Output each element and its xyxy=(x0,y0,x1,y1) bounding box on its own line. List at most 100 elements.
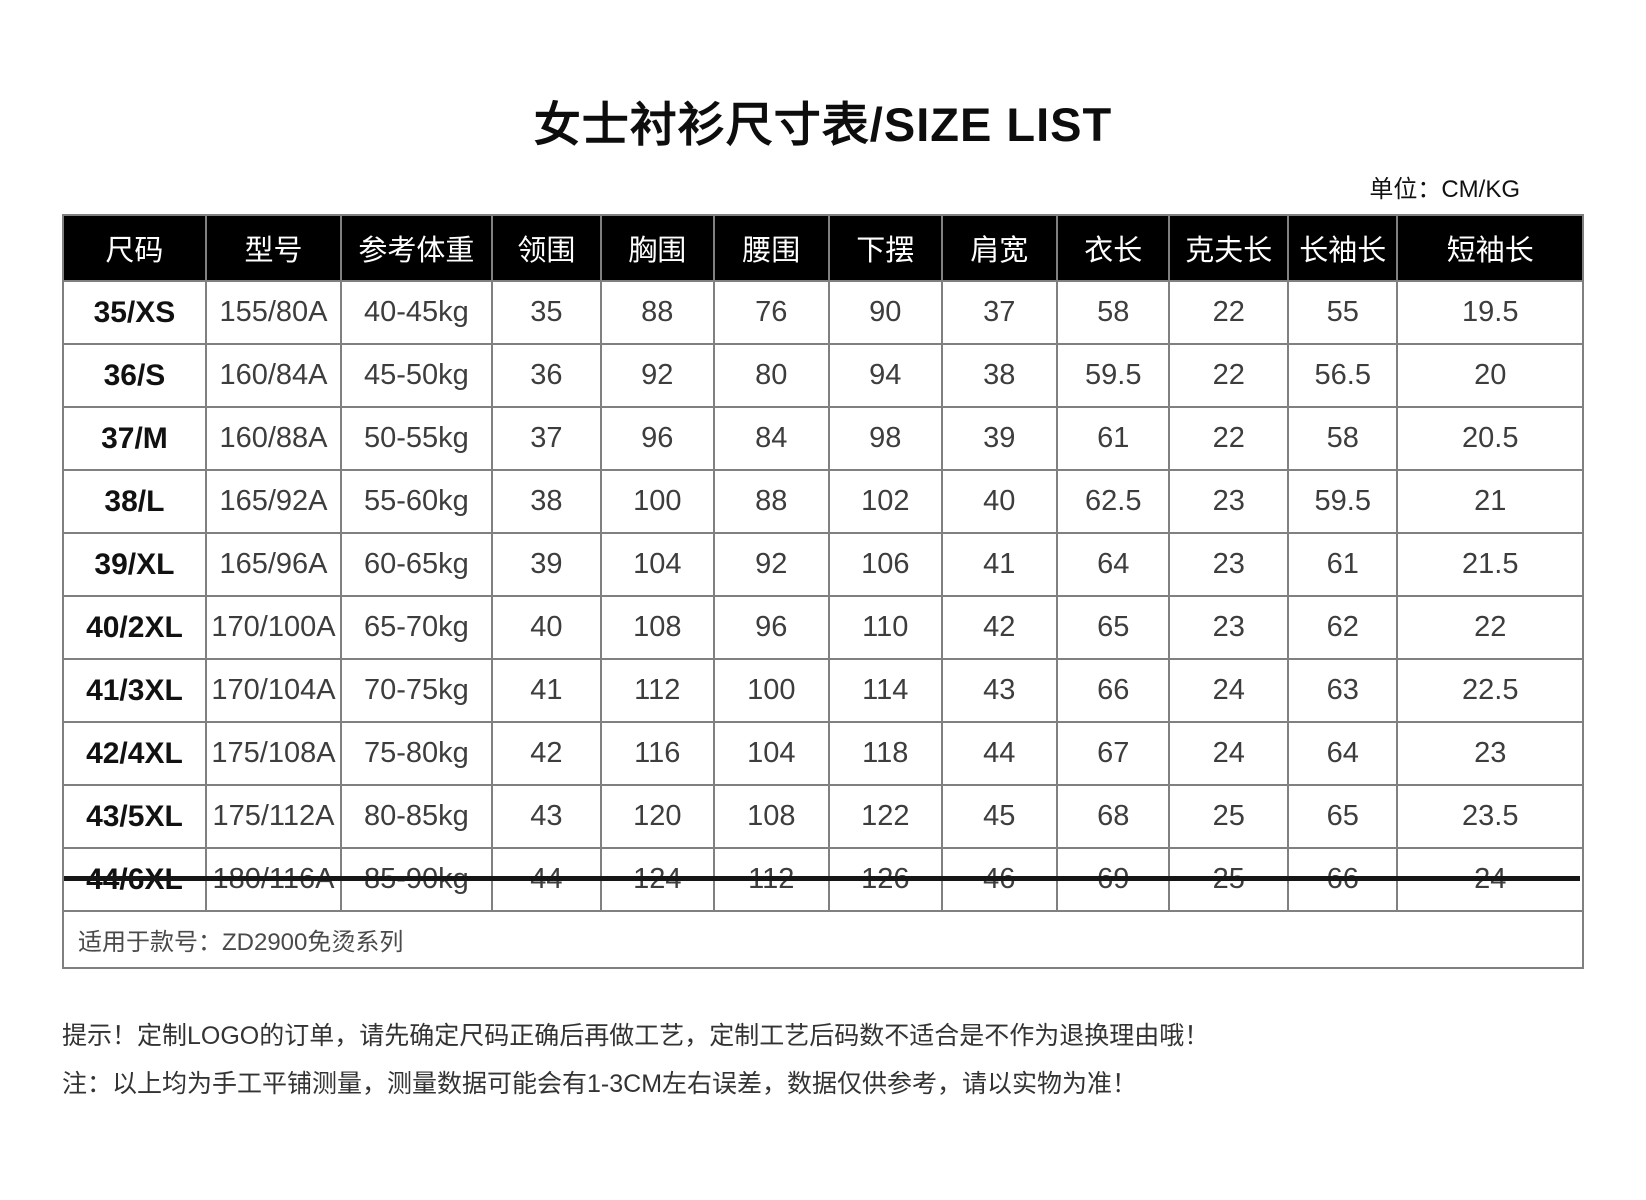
table-header-row: 尺码 型号 参考体重 领围 胸围 腰围 下摆 肩宽 衣长 克夫长 长袖长 短袖长 xyxy=(62,214,1584,282)
value-cell: 120 xyxy=(600,784,715,849)
value-cell: 155/80A xyxy=(204,280,343,345)
value-cell: 23 xyxy=(1168,469,1290,534)
value-cell: 80 xyxy=(712,343,831,408)
value-cell: 22 xyxy=(1168,406,1290,471)
value-cell: 25 xyxy=(1168,784,1290,849)
value-cell: 96 xyxy=(712,595,831,660)
size-cell: 44/6XL xyxy=(62,847,207,912)
value-cell: 65 xyxy=(1056,595,1171,660)
value-cell: 56.5 xyxy=(1287,343,1399,408)
value-cell: 108 xyxy=(712,784,831,849)
value-cell: 41 xyxy=(940,532,1059,597)
value-cell: 22 xyxy=(1168,343,1290,408)
table-row: 41/3XL 170/104A 70-75kg 41 112 100 114 43 66 24 63… xyxy=(62,658,1584,723)
value-cell: 102 xyxy=(828,469,943,534)
value-cell: 92 xyxy=(712,532,831,597)
value-cell: 80-85kg xyxy=(340,784,493,849)
column-header: 克夫长 xyxy=(1168,214,1290,282)
value-cell: 44 xyxy=(490,847,603,912)
value-cell: 126 xyxy=(828,847,943,912)
value-cell: 64 xyxy=(1287,721,1399,786)
value-cell: 170/104A xyxy=(204,658,343,723)
column-header: 领围 xyxy=(490,214,603,282)
value-cell: 36 xyxy=(490,343,603,408)
value-cell: 170/100A xyxy=(204,595,343,660)
value-cell: 23.5 xyxy=(1396,784,1584,849)
table-row: 42/4XL 175/108A 75-80kg 42 116 104 118 44 67 24 64… xyxy=(62,721,1584,786)
table-row: 35/XS 155/80A 40-45kg 35 88 76 90 37 58 22 55 19.5 xyxy=(62,280,1584,345)
value-cell: 41 xyxy=(490,658,603,723)
value-cell: 61 xyxy=(1287,532,1399,597)
value-cell: 20 xyxy=(1396,343,1584,408)
value-cell: 124 xyxy=(600,847,715,912)
value-cell: 108 xyxy=(600,595,715,660)
value-cell: 50-55kg xyxy=(340,406,493,471)
value-cell: 75-80kg xyxy=(340,721,493,786)
value-cell: 104 xyxy=(600,532,715,597)
value-cell: 42 xyxy=(940,595,1059,660)
value-cell: 65-70kg xyxy=(340,595,493,660)
value-cell: 88 xyxy=(712,469,831,534)
column-header: 尺码 xyxy=(62,214,207,282)
value-cell: 76 xyxy=(712,280,831,345)
table-row: 36/S 160/84A 45-50kg 36 92 80 94 38 59.5 22 56.5 20 xyxy=(62,343,1584,408)
value-cell: 42 xyxy=(490,721,603,786)
column-header: 腰围 xyxy=(712,214,831,282)
value-cell: 22 xyxy=(1396,595,1584,660)
value-cell: 69 xyxy=(1056,847,1171,912)
value-cell: 59.5 xyxy=(1287,469,1399,534)
size-cell: 38/L xyxy=(62,469,207,534)
value-cell: 180/116A xyxy=(204,847,343,912)
value-cell: 63 xyxy=(1287,658,1399,723)
value-cell: 23 xyxy=(1168,595,1290,660)
value-cell: 106 xyxy=(828,532,943,597)
value-cell: 45 xyxy=(940,784,1059,849)
value-cell: 66 xyxy=(1287,847,1399,912)
value-cell: 160/88A xyxy=(204,406,343,471)
note-line-1: 提示！定制LOGO的订单，请先确定尺码正确后再做工艺，定制工艺后码数不适合是不作… xyxy=(62,1022,1210,1050)
size-table: 尺码 型号 参考体重 领围 胸围 腰围 下摆 肩宽 衣长 克夫长 长袖长 短袖长 35/XS 155/8… xyxy=(62,214,1584,969)
value-cell: 118 xyxy=(828,721,943,786)
table-row: 39/XL 165/96A 60-65kg 39 104 92 106 41 64 23 61 21.… xyxy=(62,532,1584,597)
value-cell: 44 xyxy=(940,721,1059,786)
value-cell: 43 xyxy=(490,784,603,849)
value-cell: 23 xyxy=(1168,532,1290,597)
page-title: 女士衬衫尺寸表/SIZE LIST xyxy=(533,98,1113,151)
value-cell: 110 xyxy=(828,595,943,660)
size-cell: 41/3XL xyxy=(62,658,207,723)
value-cell: 68 xyxy=(1056,784,1171,849)
column-header: 型号 xyxy=(204,214,343,282)
value-cell: 55 xyxy=(1287,280,1399,345)
value-cell: 24 xyxy=(1168,721,1290,786)
value-cell: 58 xyxy=(1056,280,1171,345)
value-cell: 22 xyxy=(1168,280,1290,345)
value-cell: 85-90kg xyxy=(340,847,493,912)
value-cell: 59.5 xyxy=(1056,343,1171,408)
value-cell: 45-50kg xyxy=(340,343,493,408)
value-cell: 88 xyxy=(600,280,715,345)
value-cell: 104 xyxy=(712,721,831,786)
value-cell: 40 xyxy=(940,469,1059,534)
unit-label: 单位：CM/KG xyxy=(1369,176,1520,203)
value-cell: 112 xyxy=(600,658,715,723)
value-cell: 35 xyxy=(490,280,603,345)
table-row: 38/L 165/92A 55-60kg 38 100 88 102 40 62.5 23 59.5… xyxy=(62,469,1584,534)
value-cell: 92 xyxy=(600,343,715,408)
value-cell: 90 xyxy=(828,280,943,345)
value-cell: 61 xyxy=(1056,406,1171,471)
value-cell: 100 xyxy=(600,469,715,534)
table-row: 44/6XL 180/116A 85-90kg 44 124 112 126 46 69 25 66… xyxy=(62,847,1584,912)
value-cell: 24 xyxy=(1396,847,1584,912)
value-cell: 62.5 xyxy=(1056,469,1171,534)
value-cell: 43 xyxy=(940,658,1059,723)
value-cell: 38 xyxy=(490,469,603,534)
value-cell: 60-65kg xyxy=(340,532,493,597)
value-cell: 165/92A xyxy=(204,469,343,534)
value-cell: 122 xyxy=(828,784,943,849)
value-cell: 84 xyxy=(712,406,831,471)
footnote-text: 适用于款号：ZD2900免烫系列 xyxy=(62,910,1584,969)
value-cell: 20.5 xyxy=(1396,406,1584,471)
value-cell: 112 xyxy=(712,847,831,912)
notes-block: 提示！定制LOGO的订单，请先确定尺码正确后再做工艺，定制工艺后码数不适合是不作… xyxy=(62,1022,1584,1098)
